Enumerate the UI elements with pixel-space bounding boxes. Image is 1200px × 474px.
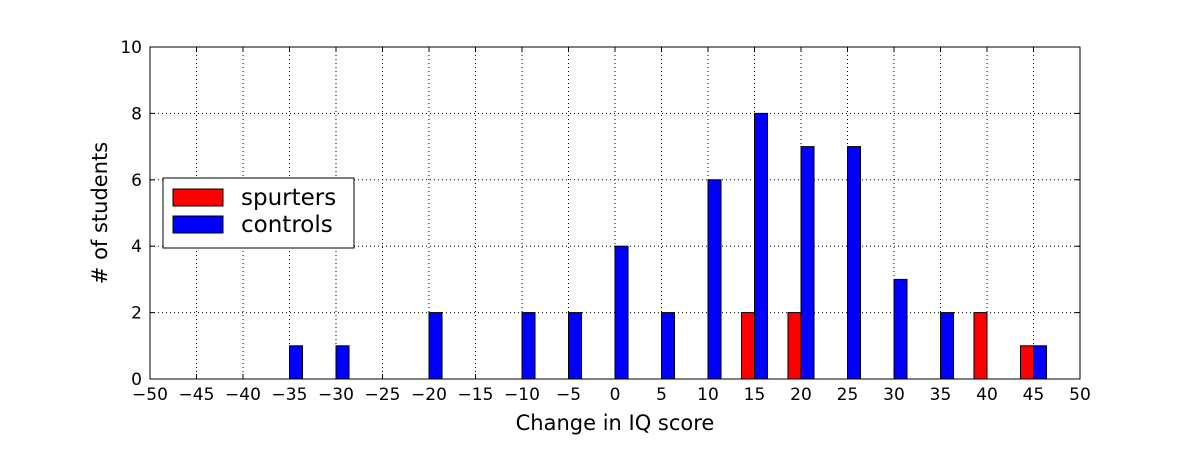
- bar-controls: [707, 179, 722, 380]
- legend-swatch-spurters: [172, 188, 224, 207]
- y-tick-label: 8: [131, 104, 142, 124]
- y-tick-label: 0: [131, 370, 142, 390]
- legend-swatch-controls: [172, 215, 224, 234]
- x-tick-label: −20: [411, 385, 447, 405]
- bar-controls: [335, 345, 350, 380]
- bar-controls: [568, 312, 583, 380]
- x-tick-label: −10: [504, 385, 540, 405]
- bar-controls: [893, 278, 908, 380]
- x-tick-label: 20: [790, 385, 812, 405]
- x-tick-label: −25: [365, 385, 401, 405]
- x-tick-label: −45: [179, 385, 215, 405]
- x-tick-label: −35: [272, 385, 308, 405]
- bar-controls: [614, 245, 629, 380]
- bar-controls: [521, 312, 536, 380]
- x-tick-label: 5: [656, 385, 667, 405]
- bar-controls: [800, 146, 815, 380]
- y-tick-label: 4: [131, 237, 142, 257]
- x-tick-label: 10: [697, 385, 719, 405]
- bar-controls: [754, 112, 769, 380]
- x-tick-label: 30: [883, 385, 905, 405]
- x-tick-label: −5: [556, 385, 581, 405]
- bar-controls: [847, 146, 862, 380]
- x-tick-label: −50: [132, 385, 168, 405]
- x-tick-label: 25: [837, 385, 859, 405]
- x-tick-label: 45: [1023, 385, 1045, 405]
- bar-controls: [661, 312, 676, 380]
- x-tick-labels: −50 −45 −40 −35 −30 −25 −20 −15 −10 −5 0 5 10 15 20 25 3…: [132, 385, 1091, 405]
- x-tick-label: 50: [1069, 385, 1091, 405]
- x-tick-label: 15: [744, 385, 766, 405]
- x-tick-label: 35: [930, 385, 952, 405]
- ticks: [149, 46, 1081, 380]
- bar-controls: [1033, 345, 1048, 380]
- bar-spurters: [740, 312, 755, 380]
- x-tick-label: −40: [225, 385, 261, 405]
- x-tick-label: 0: [610, 385, 621, 405]
- y-tick-label: 6: [131, 171, 142, 191]
- x-tick-label: −15: [458, 385, 494, 405]
- y-tick-label: 10: [120, 38, 142, 58]
- bar-spurters: [1019, 345, 1034, 380]
- x-axis-title: Change in IQ score: [516, 411, 715, 435]
- bar-controls: [289, 345, 304, 380]
- x-tick-label: 40: [976, 385, 998, 405]
- x-tick-label: −30: [318, 385, 354, 405]
- bar-controls: [940, 312, 955, 380]
- bars: [289, 112, 1048, 380]
- y-tick-labels: 0 2 4 6 8 10: [120, 38, 142, 390]
- legend: spurters controls: [162, 177, 355, 249]
- legend-label-controls: controls: [241, 212, 333, 238]
- y-axis-title: # of students: [88, 142, 112, 284]
- bar-spurters: [973, 312, 988, 380]
- y-tick-label: 2: [131, 304, 142, 324]
- bar-controls: [428, 312, 443, 380]
- bar-spurters: [787, 312, 802, 380]
- legend-label-spurters: spurters: [241, 185, 336, 211]
